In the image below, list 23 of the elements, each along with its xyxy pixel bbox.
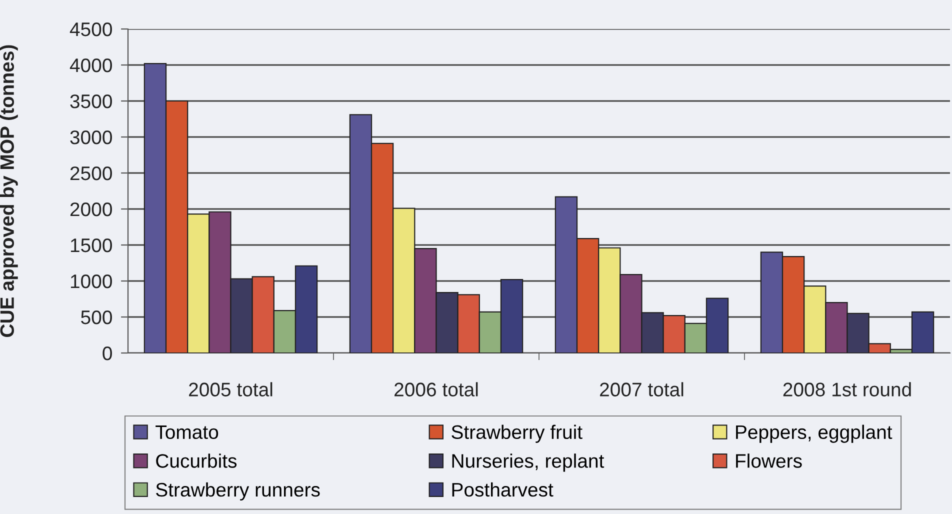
y-tick-label: 0 bbox=[102, 346, 112, 360]
y-tick-label: 4500 bbox=[70, 22, 112, 36]
legend-label: Cucurbits bbox=[156, 454, 237, 468]
legend-label: Peppers, eggplant bbox=[736, 424, 892, 443]
legend-label: Strawberry runners bbox=[156, 482, 320, 501]
y-tick-label: 2000 bbox=[70, 202, 112, 216]
x-tick-label: 2005 total bbox=[189, 382, 272, 396]
legend-label: Strawberry fruit bbox=[452, 424, 582, 443]
y-tick-label: 500 bbox=[81, 310, 112, 324]
y-tick-label: 1500 bbox=[70, 238, 112, 252]
legend-label: Tomato bbox=[156, 425, 218, 440]
x-tick-label: 2007 total bbox=[600, 382, 684, 396]
legend-label: Flowers bbox=[736, 454, 802, 468]
y-axis-title: CUE approved by MOP (tonnes) bbox=[0, 45, 18, 337]
legend-label: Postharvest bbox=[452, 482, 554, 497]
legend-label: Nurseries, replant bbox=[452, 454, 604, 472]
y-tick-label: 2500 bbox=[70, 166, 112, 180]
y-tick-label: 3000 bbox=[70, 130, 112, 144]
x-tick-label: 2006 total bbox=[394, 382, 478, 396]
y-tick-label: 3500 bbox=[70, 94, 112, 108]
y-tick-label: 4000 bbox=[70, 58, 112, 72]
x-tick-label: 2008 1st round bbox=[783, 382, 911, 396]
y-tick-label: 1000 bbox=[70, 274, 112, 288]
